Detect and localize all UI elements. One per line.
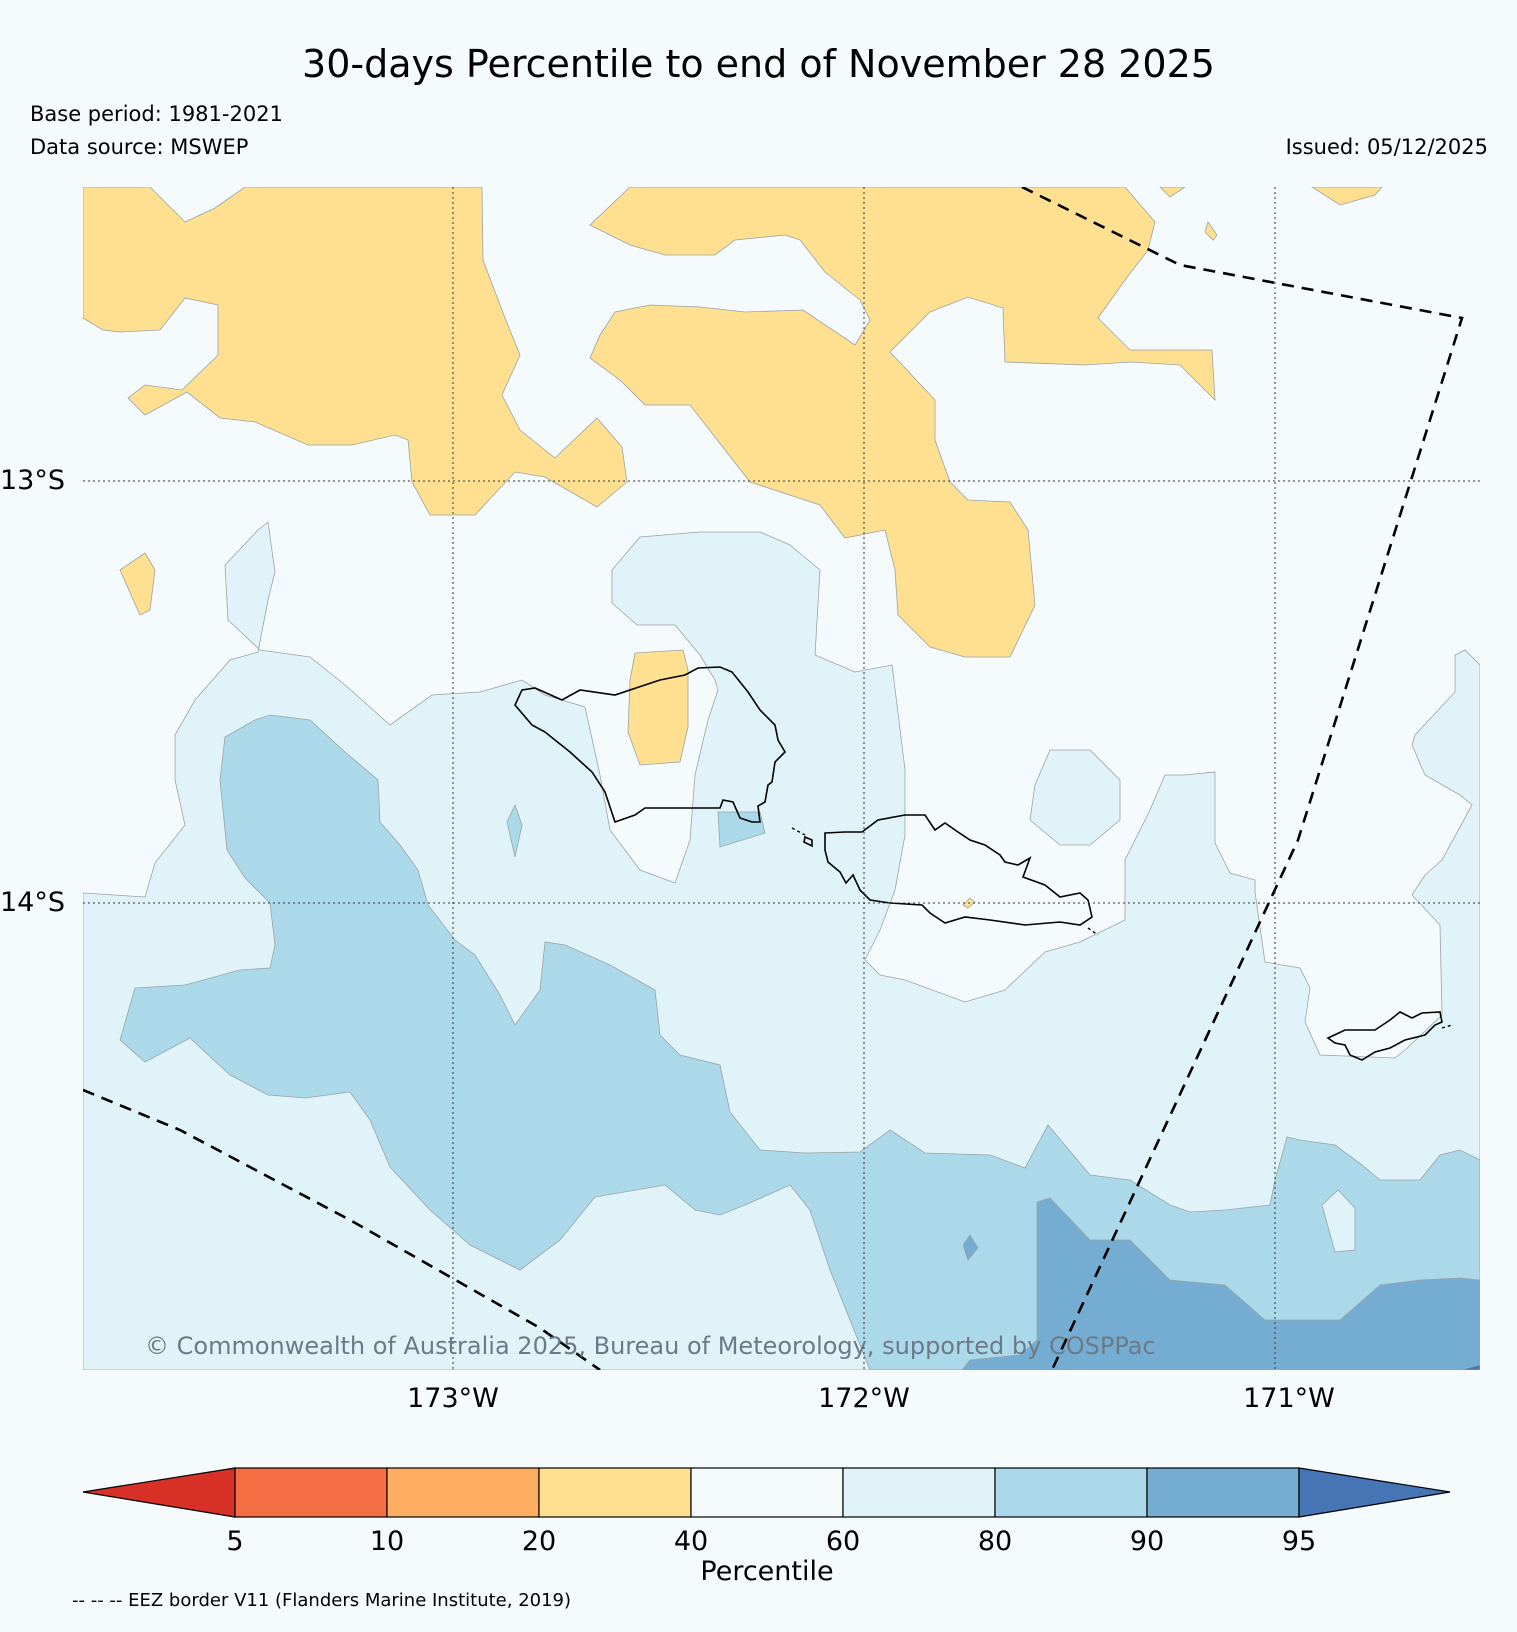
- colorbar-segment-below-5: [82, 1467, 236, 1518]
- colorbar-tick-95: 95: [1282, 1526, 1316, 1557]
- colorbar-tick-60: 60: [826, 1526, 860, 1557]
- dry-region-northwest: [83, 187, 628, 516]
- colorbar-tick-80: 80: [978, 1526, 1012, 1557]
- colorbar-tick-90: 90: [1130, 1526, 1164, 1557]
- wet-patch-east-light: [1321, 1189, 1356, 1253]
- lat-label-13s: 13°S: [0, 465, 65, 496]
- colorbar-segment-40-60: [690, 1467, 844, 1518]
- coastline-savaii: [514, 666, 787, 824]
- colorbar-tick-10: 10: [370, 1526, 404, 1557]
- coastline-upolu: [824, 814, 1093, 926]
- wet-region-strong: [961, 1197, 1480, 1370]
- data-source: Data source: MSWEP: [30, 135, 249, 159]
- dry-patch-upolu: [627, 649, 689, 766]
- colorbar-segment-10-20: [386, 1467, 540, 1518]
- colorbar-tick-40: 40: [674, 1526, 708, 1557]
- lon-label-172w: 172°W: [818, 1383, 910, 1414]
- wet-patch-small-2: [717, 811, 766, 848]
- dry-patch-west: [119, 552, 156, 616]
- coastline-manono: [803, 835, 813, 848]
- colorbar-tick-5: 5: [226, 1526, 243, 1557]
- map-title: 30-days Percentile to end of November 28…: [302, 42, 1215, 86]
- wet-region-medium: [119, 714, 1480, 1370]
- wet-patch-east: [1029, 749, 1121, 846]
- lon-label-171w: 171°W: [1243, 1383, 1335, 1414]
- issued-date: Issued: 05/12/2025: [1285, 135, 1488, 159]
- coastline-tutuila: [1326, 1011, 1443, 1061]
- dry-patch-northeast: [1311, 187, 1383, 206]
- colorbar-segment-90-95: [1146, 1467, 1300, 1518]
- very-wet-patch: [1459, 1364, 1480, 1370]
- wet-patch-small-3: [962, 1234, 979, 1261]
- lat-label-14s: 14°S: [0, 887, 65, 918]
- colorbar-segment-above-95: [1298, 1467, 1451, 1518]
- eez-border-south-west: [83, 1088, 601, 1370]
- eez-legend-note: -- -- -- EEZ border V11 (Flanders Marine…: [72, 1590, 572, 1611]
- colorbar-segment-80-90: [994, 1467, 1148, 1518]
- wet-patch-small-1: [506, 803, 523, 858]
- coastline-reef-2: [1087, 927, 1099, 936]
- eez-border-north-east: [1021, 187, 1464, 1370]
- colorbar-segment-5-10: [234, 1467, 388, 1518]
- coastline-reef-3: [1441, 1024, 1453, 1029]
- colorbar-segment-20-40: [538, 1467, 692, 1518]
- colorbar-segment-60-80: [842, 1467, 996, 1518]
- copyright-credit: © Commonwealth of Australia 2025, Bureau…: [145, 1332, 1156, 1360]
- colorbar-label: Percentile: [700, 1556, 833, 1587]
- coastline-reef-1: [791, 827, 806, 836]
- colorbar-tick-20: 20: [522, 1526, 556, 1557]
- dry-region-north-central: [589, 187, 1216, 658]
- dry-patch-north-small: [1159, 187, 1186, 198]
- base-period: Base period: 1981-2021: [30, 102, 283, 126]
- lon-label-173w: 173°W: [407, 1383, 499, 1414]
- colorbar: [82, 1467, 1451, 1518]
- dry-patch-north-tiny: [1204, 221, 1218, 241]
